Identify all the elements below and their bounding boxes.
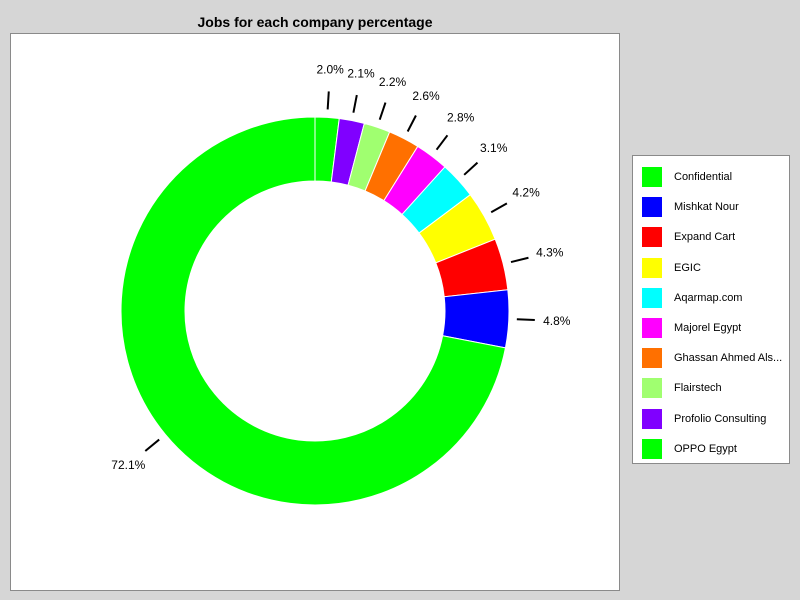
legend-label: Flairstech xyxy=(674,382,722,395)
legend-label: OPPO Egypt xyxy=(674,442,737,455)
leader-line-egic xyxy=(490,202,508,214)
legend-item-aqarmap-com[interactable]: Aqarmap.com xyxy=(642,287,792,308)
legend-item-ghassan-ahmed-als[interactable]: Ghassan Ahmed Als... xyxy=(642,348,792,369)
legend-swatch xyxy=(642,378,662,399)
legend-label: Confidential xyxy=(674,171,733,183)
leader-line-majorel-egypt xyxy=(435,134,449,151)
value-label-majorel-egypt: 2.8% xyxy=(447,111,475,125)
value-label-ghassan-ahmed-als: 2.6% xyxy=(412,89,440,103)
legend: Confidential Mishkat Nour Expand Cart EGIC A… xyxy=(632,155,790,464)
value-label-egic: 4.2% xyxy=(512,186,540,200)
plot-area: 2.0% 2.1% 2.2% 2.6% 2.8% 3.1% 4.2% 4.3% 4.8% 72.1… xyxy=(10,33,620,591)
legend-item-egic[interactable]: EGIC xyxy=(642,257,792,278)
legend-label: Profolio Consulting xyxy=(674,412,767,425)
legend-item-expand-cart[interactable]: Expand Cart xyxy=(642,227,792,248)
value-label-oppo-egypt: 2.0% xyxy=(316,62,344,76)
value-label-expand-cart: 4.3% xyxy=(536,245,564,259)
legend-swatch xyxy=(642,348,662,369)
legend-swatch xyxy=(642,257,662,278)
leader-line-ghassan-ahmed-als xyxy=(406,115,417,132)
leader-line-expand-cart xyxy=(510,256,529,264)
value-label-mishkat-nour: 4.8% xyxy=(543,314,571,328)
legend-label: EGIC xyxy=(674,261,701,274)
legend-swatch xyxy=(642,408,662,429)
legend-label: Aqarmap.com xyxy=(674,291,743,304)
legend-item-oppo-egypt[interactable]: OPPO Egypt xyxy=(642,438,792,459)
legend-item-flairstech[interactable]: Flairstech xyxy=(642,378,792,399)
legend-label: Expand Cart xyxy=(674,231,736,244)
legend-swatch xyxy=(642,438,662,459)
legend-item-mishkat-nour[interactable]: Mishkat Nour xyxy=(642,197,792,218)
legend-label: Majorel Egypt xyxy=(674,322,742,334)
legend-label: Mishkat Nour xyxy=(674,201,739,214)
legend-swatch xyxy=(642,197,662,218)
slice-confidential[interactable] xyxy=(120,116,507,506)
value-label-flairstech: 2.2% xyxy=(379,75,407,89)
legend-item-confidential[interactable]: Confidential xyxy=(642,167,792,187)
chart-title: Jobs for each company percentage xyxy=(197,14,433,30)
value-label-confidential: 72.1% xyxy=(111,458,145,472)
leader-line-aqarmap-com xyxy=(463,161,479,176)
leader-line-flairstech xyxy=(378,102,387,120)
legend-swatch xyxy=(642,287,662,308)
leader-line-confidential xyxy=(144,438,160,452)
leader-line-mishkat-nour xyxy=(516,318,535,321)
legend-swatch xyxy=(642,227,662,248)
legend-swatch xyxy=(642,318,662,338)
legend-label: Ghassan Ahmed Als... xyxy=(674,352,783,365)
legend-item-majorel-egypt[interactable]: Majorel Egypt xyxy=(642,318,792,338)
leader-line-oppo-egypt xyxy=(326,91,330,110)
legend-swatch xyxy=(642,167,662,187)
legend-item-profolio-consulting[interactable]: Profolio Consulting xyxy=(642,408,792,429)
value-label-aqarmap-com: 3.1% xyxy=(480,141,508,155)
value-label-profolio-consulting: 2.1% xyxy=(347,66,375,80)
leader-line-profolio-consulting xyxy=(352,94,358,113)
donut-chart: 2.0% 2.1% 2.2% 2.6% 2.8% 3.1% 4.2% 4.3% 4.8% 72.1… xyxy=(111,62,571,506)
